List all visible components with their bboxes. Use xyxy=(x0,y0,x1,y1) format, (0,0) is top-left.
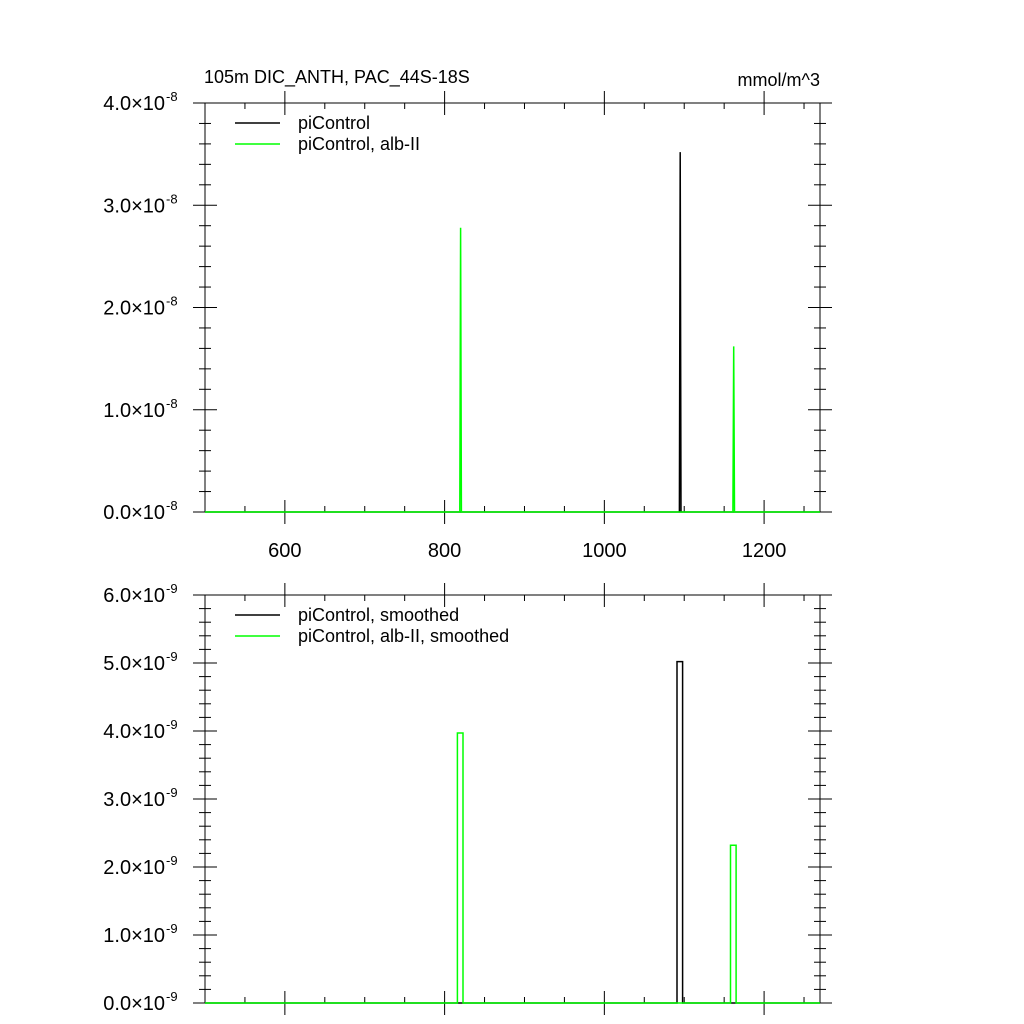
y-tick-exponent: -8 xyxy=(166,191,178,206)
chart-units: mmol/m^3 xyxy=(738,70,820,90)
y-tick-label: 2.0×10 xyxy=(103,298,165,320)
series-line-1 xyxy=(205,732,820,1004)
series-line-0 xyxy=(205,152,820,513)
y-tick-exponent: -9 xyxy=(166,649,178,664)
bottom-panel: 0.0×10 -91.0×10 -92.0×10 -93.0×10 -94.0×10 -9… xyxy=(103,581,832,1015)
series-line-1 xyxy=(205,227,820,513)
series-line-0 xyxy=(205,660,820,1004)
y-tick-label: 0.0×10 xyxy=(103,993,165,1015)
y-tick-exponent: -8 xyxy=(166,89,178,104)
y-tick-label: 2.0×10 xyxy=(103,857,165,879)
legend-label: piControl, alb-II xyxy=(298,134,420,154)
y-tick-exponent: -8 xyxy=(166,294,178,309)
y-tick-label: 3.0×10 xyxy=(103,789,165,811)
y-tick-exponent: -9 xyxy=(166,853,178,868)
y-tick-exponent: -9 xyxy=(166,581,178,596)
y-tick-label: 1.0×10 xyxy=(103,925,165,947)
x-tick-label: 1000 xyxy=(582,540,627,562)
x-tick-label: 600 xyxy=(268,540,301,562)
legend-label: piControl, alb-II, smoothed xyxy=(298,626,509,646)
legend-label: piControl, smoothed xyxy=(298,605,459,625)
plot-frame xyxy=(204,102,821,513)
y-tick-label: 4.0×10 xyxy=(103,93,165,115)
y-tick-exponent: -9 xyxy=(166,785,178,800)
y-tick-label: 0.0×10 xyxy=(103,502,165,524)
plot-frame xyxy=(204,594,821,1004)
y-tick-label: 3.0×10 xyxy=(103,195,165,217)
y-tick-exponent: -8 xyxy=(166,498,178,513)
legend-label: piControl xyxy=(298,113,370,133)
x-tick-label: 800 xyxy=(428,540,461,562)
y-tick-exponent: -9 xyxy=(166,921,178,936)
y-tick-exponent: -9 xyxy=(166,989,178,1004)
chart-title: 105m DIC_ANTH, PAC_44S-18S xyxy=(204,67,470,88)
x-tick-label: 1200 xyxy=(742,540,787,562)
y-tick-exponent: -8 xyxy=(166,396,178,411)
y-tick-label: 4.0×10 xyxy=(103,721,165,743)
y-tick-label: 6.0×10 xyxy=(103,585,165,607)
y-tick-label: 1.0×10 xyxy=(103,400,165,422)
y-tick-label: 5.0×10 xyxy=(103,653,165,675)
y-tick-exponent: -9 xyxy=(166,717,178,732)
